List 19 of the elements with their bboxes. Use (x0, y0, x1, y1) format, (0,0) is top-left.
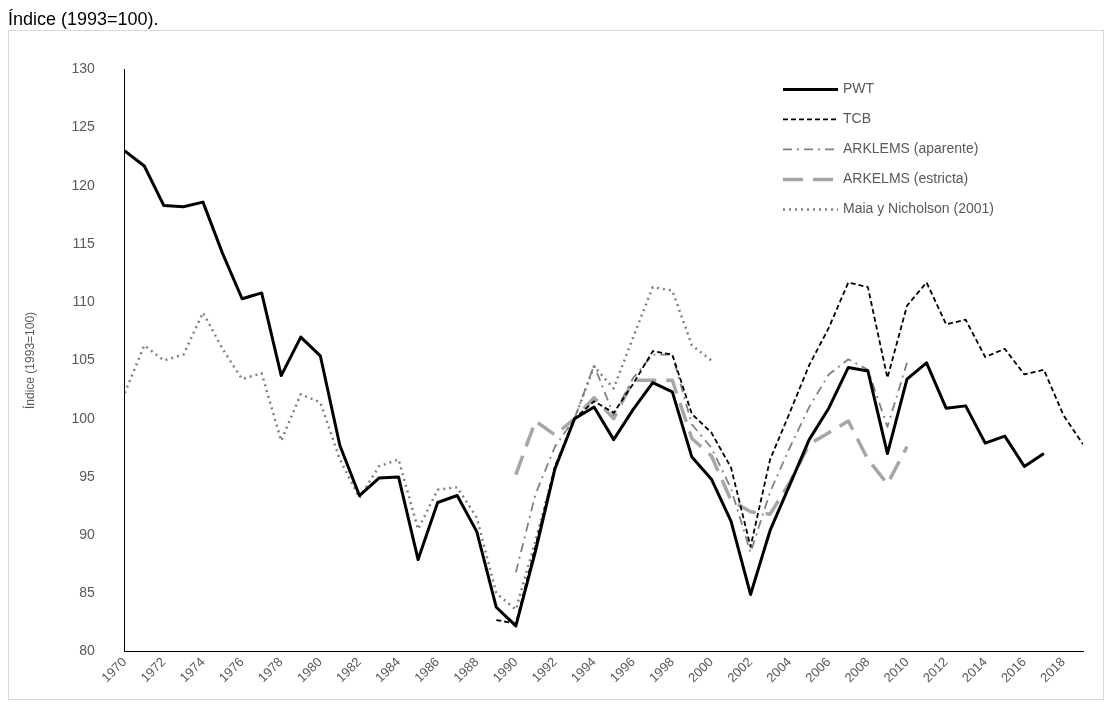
legend-label: PWT (843, 80, 875, 97)
y-tick-label: 115 (72, 234, 95, 251)
y-tick-label: 95 (79, 467, 95, 484)
y-tick-label: 85 (79, 584, 95, 601)
y-tick-label: 125 (71, 118, 95, 135)
y-tick-label: 105 (71, 351, 95, 368)
legend-label: ARKELMS (estricta) (843, 170, 969, 187)
legend-label: TCB (843, 110, 871, 127)
chart-title: Índice (1993=100). (8, 8, 160, 30)
y-axis-title: Índice (1993=100) (21, 311, 37, 409)
y-tick-label: 90 (79, 525, 95, 542)
legend-label: Maia y Nicholson (2001) (843, 200, 994, 217)
y-tick-label: 100 (71, 409, 95, 426)
y-tick-label: 110 (72, 293, 95, 310)
y-tick-label: 130 (71, 60, 95, 77)
line-series (514, 378, 909, 516)
y-tick-label: 80 (79, 642, 95, 659)
legend-label: ARKLEMS (aparente) (843, 140, 979, 157)
y-tick-label: 120 (71, 176, 95, 193)
